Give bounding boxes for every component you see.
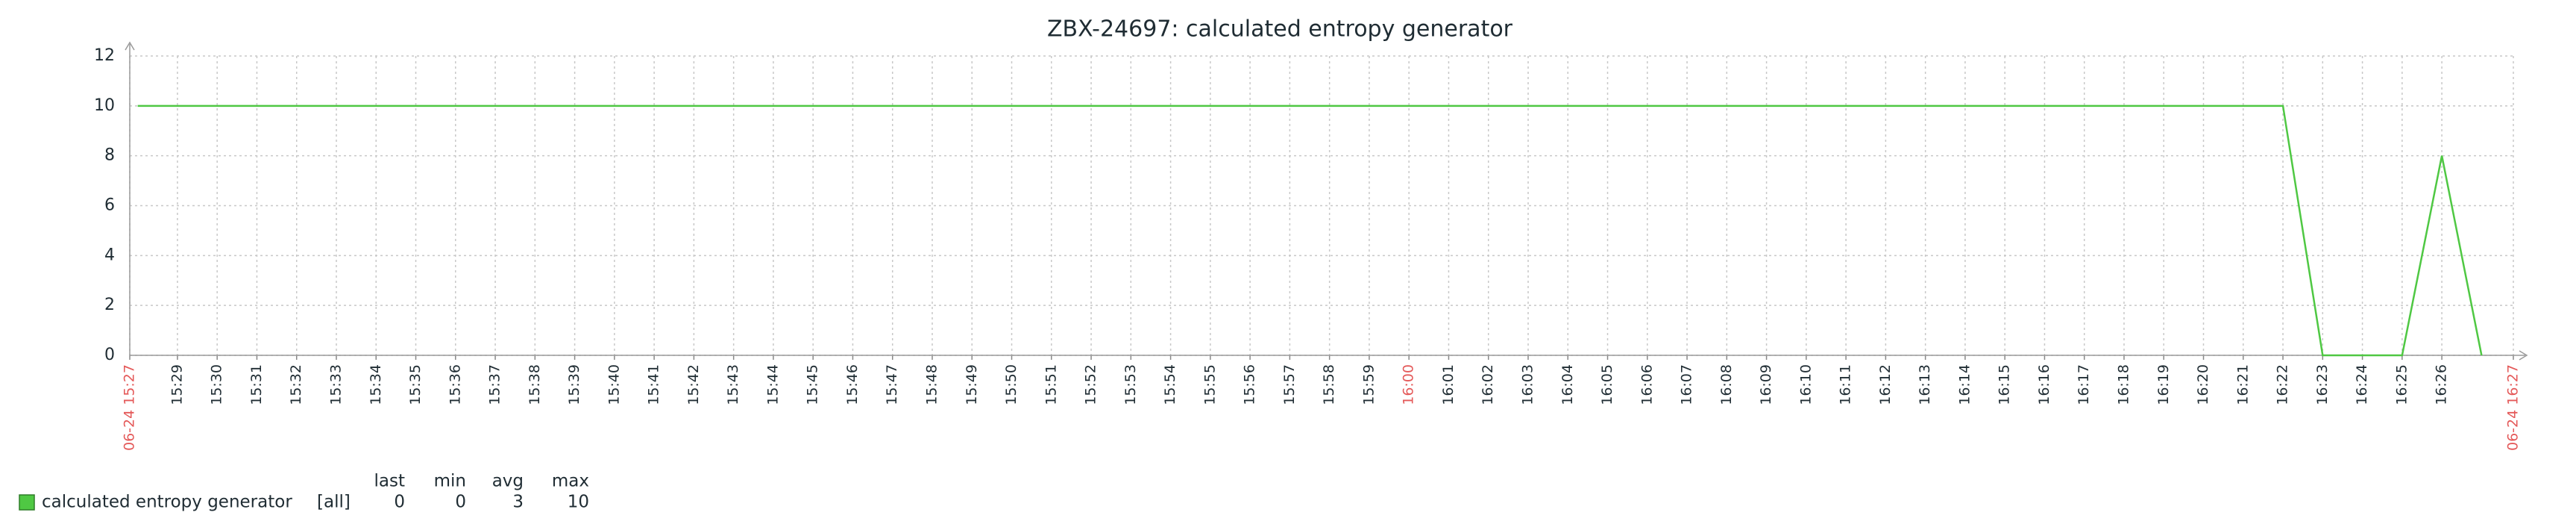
legend-column-header: min — [434, 472, 466, 491]
x-tick-label: 06-24 16:27 — [2505, 364, 2522, 451]
x-tick-label: 15:43 — [725, 364, 741, 405]
x-tick-label: 15:55 — [1201, 364, 1218, 405]
x-tick-label: 16:04 — [1559, 364, 1576, 405]
x-tick-label: 15:59 — [1360, 364, 1377, 405]
x-tick-label: 16:09 — [1758, 364, 1774, 405]
x-tick-label: 15:47 — [884, 364, 900, 405]
x-tick-label: 15:38 — [527, 364, 543, 405]
chart-title: ZBX-24697: calculated entropy generator — [1047, 16, 1513, 43]
x-tick-label: 16:02 — [1480, 364, 1496, 405]
legend-column-header: max — [552, 472, 589, 491]
x-tick-label: 15:45 — [805, 364, 821, 405]
x-tick-label: 16:19 — [2155, 364, 2172, 405]
x-tick-label: 15:57 — [1281, 364, 1298, 405]
x-tick-label: 16:24 — [2354, 364, 2370, 405]
y-tick-label: 6 — [104, 196, 115, 215]
x-tick-label: 15:29 — [169, 364, 185, 405]
x-tick-label: 16:11 — [1838, 364, 1854, 405]
x-tick-label: 16:14 — [1956, 364, 1973, 405]
x-tick-label: 16:26 — [2434, 364, 2450, 405]
series-line — [137, 105, 2483, 357]
x-tick-label: 15:54 — [1162, 364, 1178, 405]
x-tick-label: 15:56 — [1242, 364, 1258, 405]
x-tick-label: 15:30 — [209, 364, 225, 405]
x-tick-label: 15:49 — [964, 364, 980, 405]
x-tick-label: 16:20 — [2195, 364, 2211, 405]
y-tick-label: 2 — [104, 296, 115, 314]
axis-arrow — [125, 41, 135, 51]
x-tick-label: 16:10 — [1797, 364, 1814, 405]
x-tick-label: 15:40 — [606, 364, 622, 405]
legend-scope: [all] — [317, 493, 351, 512]
x-tick-label: 15:39 — [566, 364, 582, 405]
legend-stat: 0 — [455, 493, 466, 512]
y-tick-label: 8 — [104, 146, 115, 165]
legend-stat: 0 — [394, 493, 405, 512]
x-tick-label: 16:12 — [1877, 364, 1894, 405]
x-tick-label: 16:08 — [1718, 364, 1735, 405]
x-tick-label: 16:03 — [1519, 364, 1536, 405]
legend-swatch — [19, 494, 35, 511]
x-tick-label: 16:00 — [1401, 364, 1417, 405]
x-tick-label: 06-24 15:27 — [122, 364, 138, 451]
x-tick-label: 16:06 — [1639, 364, 1655, 405]
x-tick-label: 15:58 — [1321, 364, 1337, 405]
x-tick-label: 15:33 — [327, 364, 344, 405]
x-tick-label: 16:25 — [2393, 364, 2410, 405]
x-tick-label: 15:41 — [646, 364, 662, 405]
x-tick-label: 15:46 — [844, 364, 861, 405]
y-tick-label: 10 — [94, 96, 115, 115]
legend-label: calculated entropy generator — [42, 493, 292, 512]
x-tick-label: 16:18 — [2115, 364, 2132, 405]
legend-stat: 10 — [568, 493, 589, 512]
x-tick-label: 16:05 — [1599, 364, 1615, 405]
x-tick-label: 16:01 — [1440, 364, 1457, 405]
x-tick-label: 16:16 — [2036, 364, 2052, 405]
x-tick-label: 16:13 — [1917, 364, 1933, 405]
legend-column-header: last — [374, 472, 406, 491]
x-tick-label: 16:23 — [2314, 364, 2331, 405]
x-tick-label: 16:22 — [2275, 364, 2291, 405]
x-tick-label: 16:17 — [2076, 364, 2092, 405]
axis-arrow — [2519, 350, 2528, 361]
x-tick-label: 15:31 — [248, 364, 265, 405]
x-tick-label: 15:36 — [447, 364, 463, 405]
x-tick-label: 15:51 — [1043, 364, 1059, 405]
legend-stat: 3 — [512, 493, 524, 512]
x-tick-label: 15:42 — [685, 364, 702, 405]
x-tick-label: 15:35 — [407, 364, 424, 405]
y-tick-label: 0 — [104, 346, 115, 364]
x-tick-label: 16:07 — [1679, 364, 1695, 405]
legend-column-header: avg — [492, 472, 524, 491]
x-tick-label: 15:44 — [764, 364, 781, 405]
x-tick-label: 15:50 — [1003, 364, 1020, 405]
x-tick-label: 15:37 — [487, 364, 503, 405]
x-tick-label: 16:21 — [2234, 364, 2251, 405]
x-tick-label: 15:52 — [1083, 364, 1099, 405]
x-tick-label: 15:53 — [1122, 364, 1139, 405]
x-tick-label: 15:34 — [368, 364, 384, 405]
x-tick-label: 15:32 — [288, 364, 304, 405]
y-tick-label: 4 — [104, 246, 115, 264]
y-tick-label: 12 — [94, 46, 115, 65]
x-tick-label: 16:15 — [1997, 364, 2013, 405]
x-tick-label: 15:48 — [923, 364, 940, 405]
